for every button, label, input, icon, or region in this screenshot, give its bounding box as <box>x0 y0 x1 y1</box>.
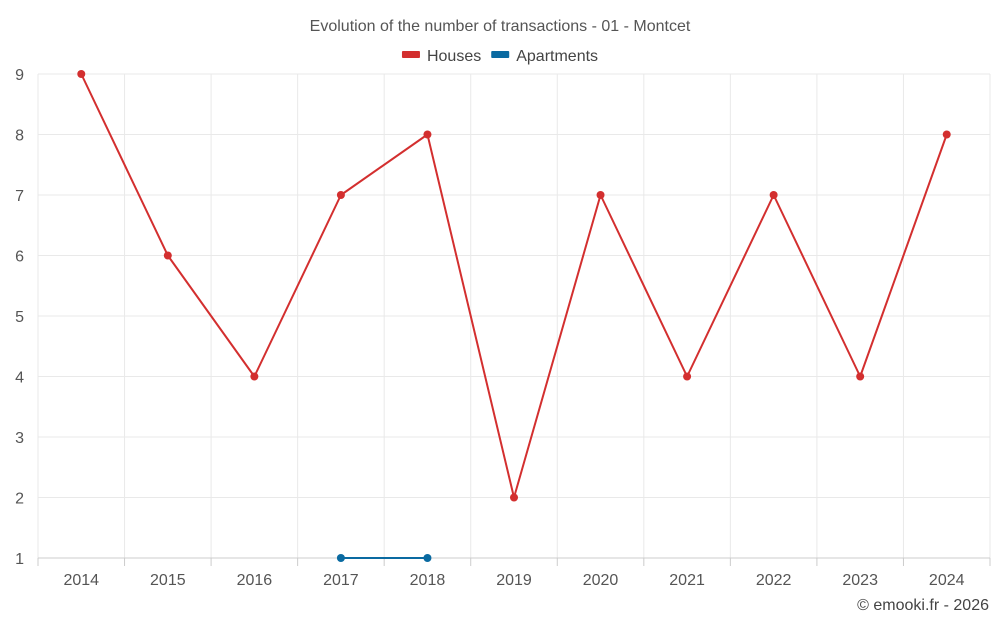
data-point[interactable] <box>423 554 432 562</box>
data-point[interactable] <box>510 493 518 502</box>
y-tick-label: 3 <box>15 430 24 447</box>
y-tick-label: 7 <box>15 188 24 205</box>
y-tick-label: 9 <box>15 67 24 84</box>
data-point[interactable] <box>423 130 432 139</box>
data-point[interactable] <box>163 251 172 260</box>
data-point[interactable] <box>942 130 951 139</box>
x-tick-label: 2023 <box>842 572 878 589</box>
chart-title: Evolution of the number of transactions … <box>310 18 691 35</box>
data-point[interactable] <box>596 191 605 199</box>
y-tick-label: 4 <box>15 370 24 387</box>
x-tick-label: 2016 <box>237 572 273 589</box>
legend-swatch <box>491 51 510 58</box>
x-tick-label: 2021 <box>669 572 705 589</box>
legend-item-houses[interactable]: Houses <box>401 48 481 65</box>
data-point[interactable] <box>77 70 86 78</box>
y-tick-label: 1 <box>15 551 24 568</box>
series-apartments <box>336 554 432 562</box>
x-tick-label: 2019 <box>496 572 532 589</box>
x-tick-label: 2024 <box>929 572 965 589</box>
legend: Houses Apartments <box>401 48 598 65</box>
legend-swatch <box>401 51 420 58</box>
x-tick-label: 2022 <box>756 572 792 589</box>
data-point[interactable] <box>769 191 778 199</box>
legend-label: Apartments <box>516 48 598 65</box>
legend-label: Houses <box>427 48 481 65</box>
credit-text: © emooki.fr - 2026 <box>857 597 989 614</box>
x-tick-label: 2018 <box>410 572 446 589</box>
x-tick-label: 2020 <box>583 572 619 589</box>
grid <box>37 73 991 558</box>
y-tick-label: 2 <box>15 491 24 508</box>
x-tick-label: 2017 <box>323 572 359 589</box>
data-point[interactable] <box>336 554 345 562</box>
data-point[interactable] <box>336 191 345 199</box>
data-point[interactable] <box>856 372 865 381</box>
y-tick-label: 8 <box>15 128 24 145</box>
y-axis: 1 2 3 4 5 6 7 8 9 <box>15 67 24 568</box>
y-tick-label: 5 <box>15 309 24 326</box>
data-point[interactable] <box>683 372 692 381</box>
legend-item-apartments[interactable]: Apartments <box>491 48 598 65</box>
series-houses <box>77 70 951 502</box>
x-tick-label: 2015 <box>150 572 186 589</box>
y-tick-label: 6 <box>15 249 24 266</box>
x-tick-label: 2014 <box>63 572 99 589</box>
x-axis: 2014 2015 2016 2017 2018 2019 2020 2021 2022 2023… <box>37 557 991 589</box>
series-layer <box>77 70 951 562</box>
data-point[interactable] <box>250 372 259 381</box>
